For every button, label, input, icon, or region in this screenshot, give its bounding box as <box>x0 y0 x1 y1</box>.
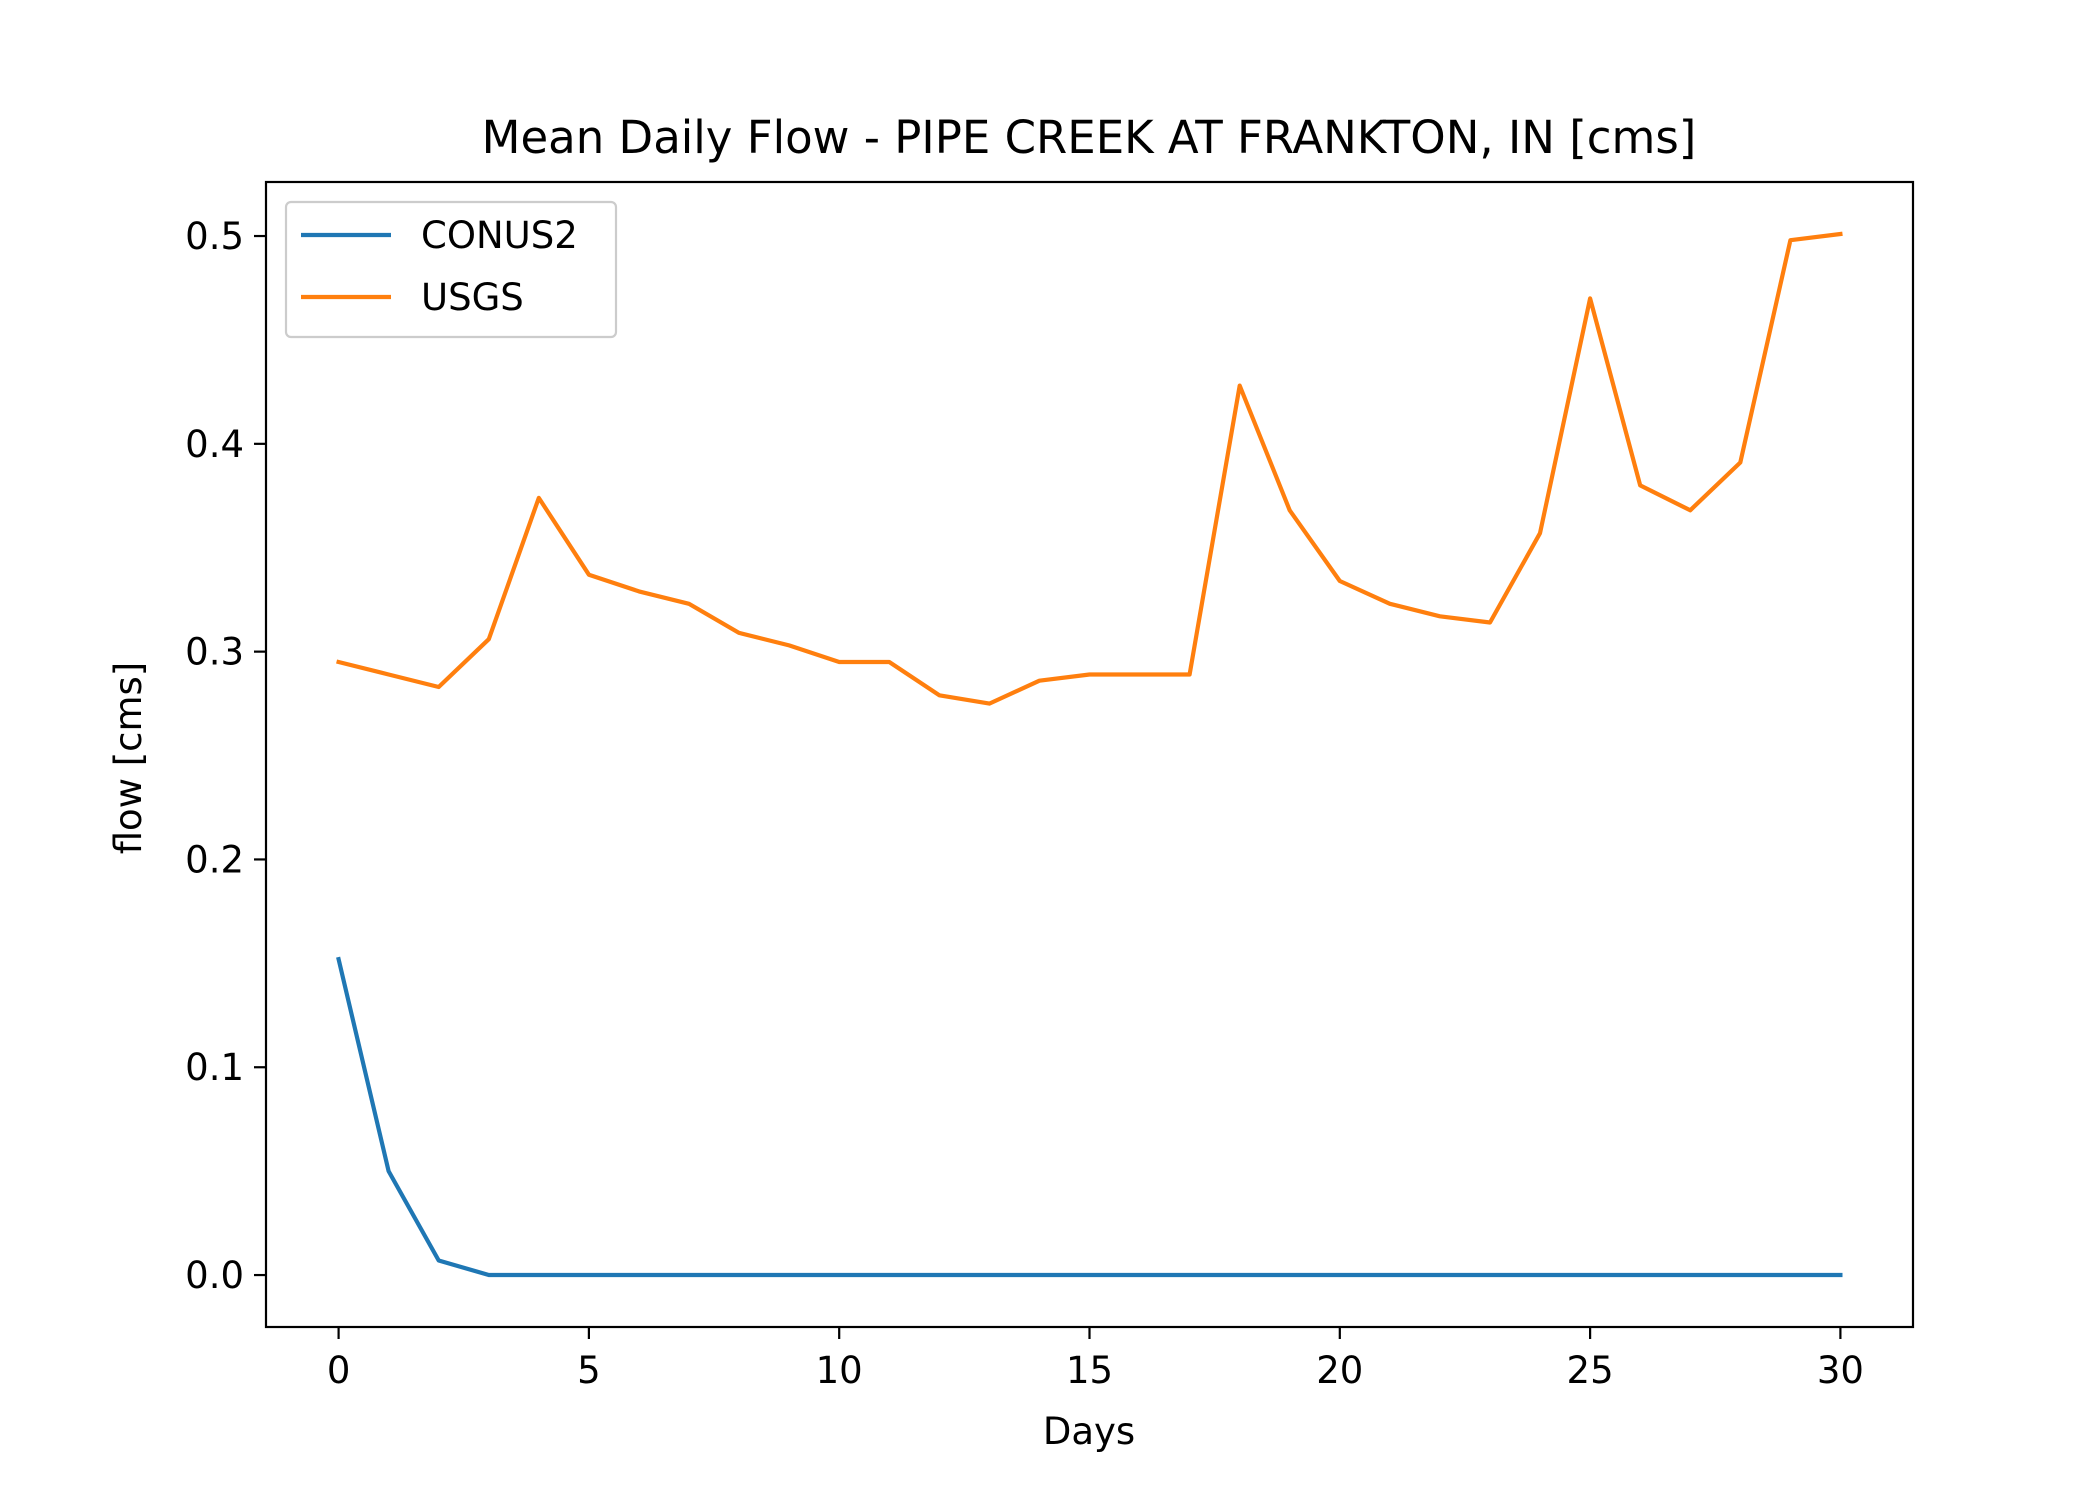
x-tick-label: 25 <box>1567 1349 1614 1392</box>
x-tick-label: 30 <box>1817 1349 1864 1392</box>
y-tick-label: 0.2 <box>185 838 244 881</box>
legend-label-usgs: USGS <box>421 276 524 319</box>
series-line-conus2 <box>336 956 1843 1278</box>
x-tick-label: 10 <box>816 1349 863 1392</box>
x-axis: 0 5 10 15 20 25 30 <box>327 1327 1864 1392</box>
x-tick-label: 0 <box>327 1349 351 1392</box>
x-tick-label: 20 <box>1316 1349 1363 1392</box>
y-tick-label: 0.1 <box>185 1046 244 1089</box>
series-line-usgs <box>336 231 1843 706</box>
y-tick-label: 0.0 <box>185 1254 244 1297</box>
legend: CONUS2 USGS <box>284 200 618 339</box>
chart-title: Mean Daily Flow - PIPE CREEK AT FRANKTON… <box>482 111 1697 164</box>
y-tick-label: 0.3 <box>185 631 244 674</box>
legend-label-conus2: CONUS2 <box>421 214 578 257</box>
y-tick-label: 0.4 <box>185 423 244 466</box>
x-axis-label: Days <box>1043 1410 1135 1453</box>
y-axis: 0.0 0.1 0.2 0.3 0.4 0.5 <box>185 215 266 1297</box>
x-tick-label: 15 <box>1066 1349 1113 1392</box>
x-tick-label: 5 <box>577 1349 601 1392</box>
y-axis-label: flow [cms] <box>107 662 150 855</box>
y-tick-label: 0.5 <box>185 215 244 258</box>
